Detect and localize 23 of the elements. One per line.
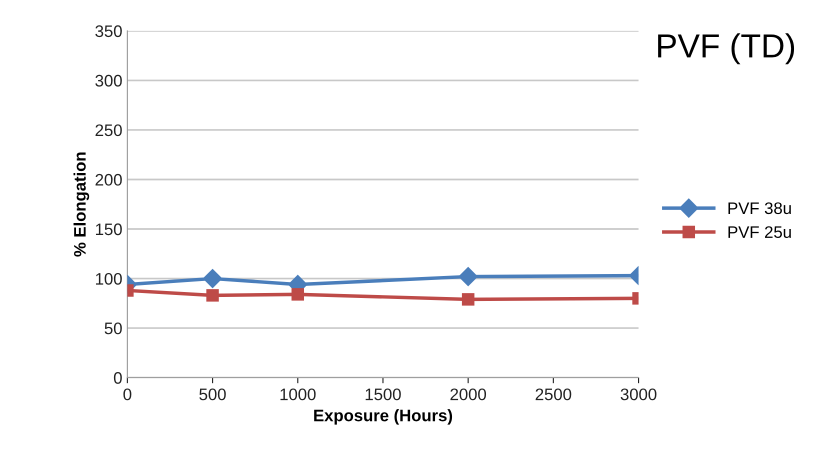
- legend-label: PVF 38u: [728, 202, 791, 214]
- x-tick-label: 500: [199, 388, 226, 400]
- text: PVF (TD): [658, 33, 794, 64]
- y-tick-label: 350: [95, 25, 122, 38]
- y-tick-label: 150: [96, 223, 122, 236]
- y-tick-label: 300: [95, 74, 122, 87]
- x-tick-label: 1500: [366, 388, 401, 400]
- y-tick-label: 250: [96, 124, 122, 136]
- x-tick-label: 2000: [450, 388, 486, 400]
- x-tick-label: 1000: [280, 388, 316, 400]
- y-tick-label: 50: [104, 322, 122, 334]
- y-tick-label: 200: [96, 174, 122, 186]
- y-axis-title: % Elongation: [74, 152, 90, 257]
- point: [203, 269, 222, 288]
- legend-label: PVF 25u: [728, 226, 791, 238]
- x-tick-label: 0: [123, 388, 132, 400]
- y-tick-label: 100: [96, 272, 122, 285]
- x-tick-label: 3000: [620, 388, 656, 400]
- point: [206, 289, 219, 302]
- x-tick-label: 2500: [536, 388, 572, 400]
- point: [292, 288, 304, 301]
- y-tick-label: 0: [114, 372, 122, 384]
- x-axis-title: Exposure (Hours): [314, 409, 452, 425]
